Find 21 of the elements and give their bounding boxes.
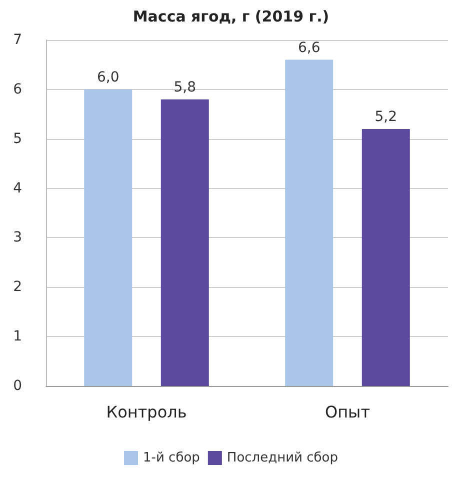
bar [285, 60, 334, 386]
y-tick-label: 0 [13, 378, 22, 394]
x-tick-label: Опыт [324, 402, 370, 422]
y-tick-label: 5 [13, 130, 22, 147]
legend-label: Последний сбор [226, 450, 338, 466]
y-tick-label: 6 [13, 81, 22, 98]
legend-label: 1-й сбор [143, 450, 200, 466]
bar [84, 89, 132, 386]
bar [362, 128, 410, 386]
chart-title: Масса ягод, г (2019 г.) [132, 8, 330, 26]
y-tick-label: 7 [13, 32, 22, 48]
data-label: 5,2 [374, 108, 398, 125]
bar [160, 99, 209, 386]
data-label: 5,8 [174, 79, 196, 96]
x-tick-label: Контроль [106, 402, 187, 422]
y-tick-label: 3 [13, 230, 22, 246]
data-label: 6,0 [96, 69, 120, 86]
y-tick-label: 1 [13, 328, 22, 345]
y-tick-label: 2 [13, 279, 22, 296]
data-label: 6,6 [298, 40, 320, 56]
y-tick-label: 4 [13, 180, 22, 196]
